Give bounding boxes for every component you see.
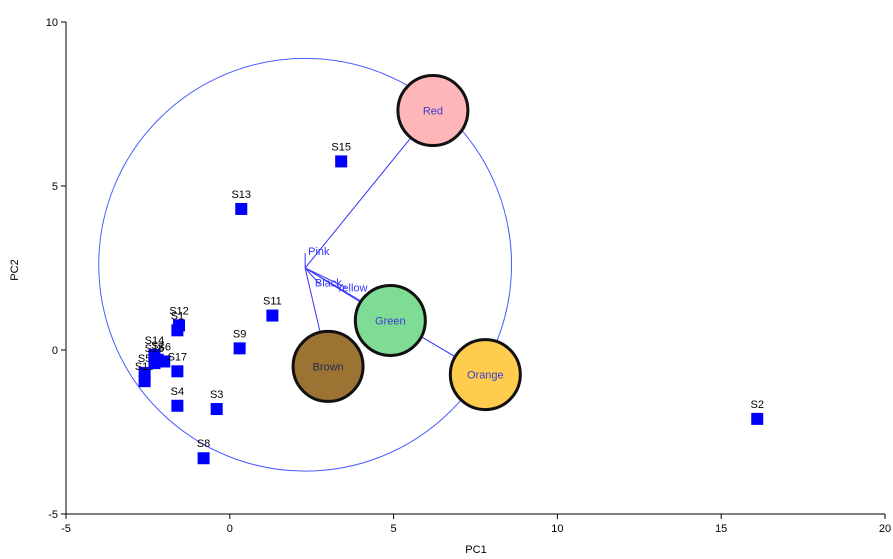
y-tick-label: 5 bbox=[52, 181, 58, 193]
sample-point-s8 bbox=[197, 452, 210, 465]
sample-label-s4: S4 bbox=[171, 386, 184, 398]
sample-label-s17: S17 bbox=[168, 351, 188, 363]
sample-label-s2: S2 bbox=[751, 399, 764, 411]
vector-label-orange: Orange bbox=[467, 370, 504, 382]
vector-label-red: Red bbox=[423, 106, 443, 118]
sample-label-s16: S16 bbox=[145, 343, 165, 355]
vector-line-black bbox=[304, 267, 321, 285]
x-tick-label: 10 bbox=[551, 523, 563, 535]
vector-label-brown: Brown bbox=[312, 361, 343, 373]
sample-point-s12 bbox=[173, 319, 186, 332]
vector-label-black: Black bbox=[315, 277, 342, 289]
vector-bubble-orange bbox=[448, 338, 522, 412]
x-tick-label: 0 bbox=[227, 523, 233, 535]
x-axis-title: PC1 bbox=[465, 544, 486, 556]
sample-point-s16 bbox=[148, 357, 161, 370]
y-tick-label: 10 bbox=[46, 17, 58, 29]
sample-label-s13: S13 bbox=[231, 189, 251, 201]
x-tick-label: 15 bbox=[715, 523, 727, 535]
y-tick-label: 0 bbox=[52, 345, 58, 357]
x-tick-label: 20 bbox=[879, 523, 891, 535]
sample-label-s7: S7 bbox=[151, 340, 164, 352]
sample-label-s8: S8 bbox=[197, 438, 210, 450]
axes: -5 0 5 10 15 20 -5 0 5 10 PC1 PC2 bbox=[9, 17, 891, 556]
sample-label-s9: S9 bbox=[233, 328, 246, 340]
y-axis-title: PC2 bbox=[9, 259, 21, 280]
vector-label-green: Green bbox=[375, 315, 406, 327]
sample-label-s11: S11 bbox=[263, 296, 282, 308]
x-ticks: -5 0 5 10 15 20 bbox=[61, 514, 891, 535]
sample-points: S1S2S3S4S5S6S7S8S9S10S11S12S13S14S15S16S… bbox=[135, 141, 764, 465]
vector-line-yellow bbox=[304, 267, 347, 289]
x-tick-label: -5 bbox=[61, 523, 71, 535]
sample-point-s2 bbox=[751, 412, 764, 425]
sample-point-s15 bbox=[335, 155, 348, 168]
vector-label-pink: Pink bbox=[308, 246, 330, 258]
sample-label-s5: S5 bbox=[138, 353, 151, 365]
sample-label-s3: S3 bbox=[210, 389, 223, 401]
sample-point-s3 bbox=[210, 403, 223, 416]
sample-point-s17 bbox=[171, 365, 184, 378]
sample-point-s13 bbox=[235, 202, 248, 215]
vector-bubble-brown bbox=[291, 329, 365, 403]
y-tick-label: -5 bbox=[48, 509, 58, 521]
sample-point-s4 bbox=[171, 399, 184, 412]
y-ticks: -5 0 5 10 bbox=[46, 17, 66, 521]
sample-point-s9 bbox=[233, 342, 246, 355]
x-tick-label: 5 bbox=[391, 523, 397, 535]
sample-label-s1: S1 bbox=[171, 310, 184, 322]
sample-point-s10 bbox=[138, 375, 151, 388]
vector-bubble-red bbox=[396, 74, 470, 148]
sample-label-s15: S15 bbox=[331, 141, 351, 153]
sample-label-s14: S14 bbox=[145, 335, 165, 347]
vector-bubble-green bbox=[353, 283, 427, 357]
sample-point-s11 bbox=[266, 309, 279, 322]
sample-label-s12: S12 bbox=[169, 305, 189, 317]
vector-label-yellow: Yellow bbox=[336, 283, 367, 295]
correlation-circle bbox=[98, 57, 513, 472]
sample-label-s6: S6 bbox=[158, 341, 171, 353]
